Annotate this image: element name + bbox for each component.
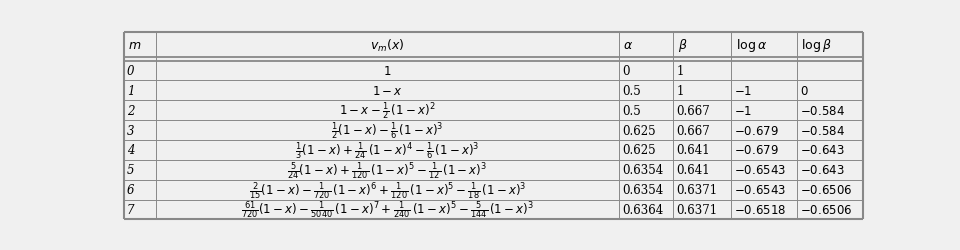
Text: 0.667: 0.667 <box>677 104 710 117</box>
Text: $1$: $1$ <box>383 65 392 78</box>
Text: 3: 3 <box>127 124 134 137</box>
Text: $\log\beta$: $\log\beta$ <box>802 37 832 54</box>
Text: $\alpha$: $\alpha$ <box>623 39 634 52</box>
Text: 0.6354: 0.6354 <box>622 164 663 177</box>
Text: $-0.584$: $-0.584$ <box>800 124 845 137</box>
Text: $-0.643$: $-0.643$ <box>800 144 844 157</box>
Text: 0.5: 0.5 <box>622 104 640 117</box>
Text: $-0.584$: $-0.584$ <box>800 104 845 117</box>
Text: 0.667: 0.667 <box>677 124 710 137</box>
Text: $\frac{2}{15}(1-x)-\frac{1}{720}\,(1-x)^{6}+\frac{1}{120}\,(1-x)^{5}-\frac{1}{18: $\frac{2}{15}(1-x)-\frac{1}{720}\,(1-x)^… <box>249 179 526 201</box>
Text: 0.641: 0.641 <box>677 144 710 157</box>
Text: $-1$: $-1$ <box>734 104 753 117</box>
Text: $-0.679$: $-0.679$ <box>734 144 779 157</box>
Text: $m$: $m$ <box>129 39 141 52</box>
Text: $-0.6518$: $-0.6518$ <box>734 203 786 216</box>
Text: $1-x-\frac{1}{2}\,(1-x)^{2}$: $1-x-\frac{1}{2}\,(1-x)^{2}$ <box>339 100 436 122</box>
Text: $-0.679$: $-0.679$ <box>734 124 779 137</box>
Text: $\frac{1}{2}(1-x)-\frac{1}{6}\,(1-x)^{3}$: $\frac{1}{2}(1-x)-\frac{1}{6}\,(1-x)^{3}… <box>331 120 444 142</box>
Text: 0.641: 0.641 <box>677 164 710 177</box>
Text: 0.6364: 0.6364 <box>622 203 663 216</box>
Text: $\log\alpha$: $\log\alpha$ <box>735 37 767 54</box>
Text: $-0.6506$: $-0.6506$ <box>800 203 852 216</box>
Text: 0.6371: 0.6371 <box>677 184 717 196</box>
Text: 0.625: 0.625 <box>622 144 656 157</box>
Text: $\frac{61}{720}(1-x)-\frac{1}{5040}\,(1-x)^{7}+\frac{1}{240}\,(1-x)^{5}-\frac{5}: $\frac{61}{720}(1-x)-\frac{1}{5040}\,(1-… <box>241 199 534 220</box>
Text: 0.625: 0.625 <box>622 124 656 137</box>
Text: $-0.6543$: $-0.6543$ <box>734 164 786 177</box>
Text: $1-x$: $1-x$ <box>372 84 403 98</box>
Text: 5: 5 <box>127 164 134 177</box>
Text: $0$: $0$ <box>800 84 808 98</box>
Text: $-0.643$: $-0.643$ <box>800 164 844 177</box>
Text: 0.5: 0.5 <box>622 84 640 98</box>
Text: $\frac{1}{3}(1-x)+\frac{1}{24}\,(1-x)^{4}-\frac{1}{6}\,(1-x)^{3}$: $\frac{1}{3}(1-x)+\frac{1}{24}\,(1-x)^{4… <box>295 140 480 161</box>
Text: 1: 1 <box>677 65 684 78</box>
Text: $v_m\left(x\right)$: $v_m\left(x\right)$ <box>371 38 404 54</box>
Text: 7: 7 <box>127 203 134 216</box>
Text: 0.6354: 0.6354 <box>622 184 663 196</box>
Text: 0: 0 <box>127 65 134 78</box>
Text: 0: 0 <box>622 65 630 78</box>
Text: 0.6371: 0.6371 <box>677 203 717 216</box>
Text: $-1$: $-1$ <box>734 84 753 98</box>
Text: 4: 4 <box>127 144 134 157</box>
Text: 1: 1 <box>677 84 684 98</box>
Text: $\beta$: $\beta$ <box>678 37 687 54</box>
Text: $-0.6543$: $-0.6543$ <box>734 184 786 196</box>
Text: $\frac{5}{24}(1-x)+\frac{1}{120}\,(1-x)^{5}-\frac{1}{12}\,(1-x)^{3}$: $\frac{5}{24}(1-x)+\frac{1}{120}\,(1-x)^… <box>287 159 488 181</box>
Text: 6: 6 <box>127 184 134 196</box>
Text: 2: 2 <box>127 104 134 117</box>
Text: $-0.6506$: $-0.6506$ <box>800 184 852 196</box>
Text: 1: 1 <box>127 84 134 98</box>
